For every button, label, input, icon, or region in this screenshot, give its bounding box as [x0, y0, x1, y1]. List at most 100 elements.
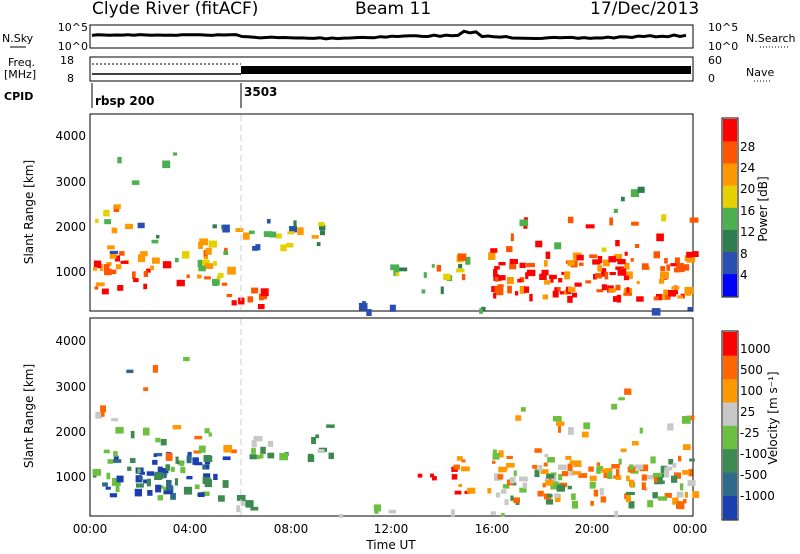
power-cell-146	[593, 274, 597, 280]
velocity-cell-213	[513, 497, 520, 504]
velocity-cell-267	[632, 441, 639, 446]
velocity-cell-150	[546, 499, 554, 505]
velocity-cell-111	[328, 452, 334, 459]
power-cell-196	[526, 262, 535, 268]
velocity-cell-9	[105, 486, 111, 490]
velocity-cell-239	[600, 496, 607, 503]
velocity-cell-158	[532, 464, 538, 469]
velocity-cell-82	[223, 445, 232, 453]
velocity-cell-240	[689, 458, 695, 462]
velocity-cell-134	[453, 464, 460, 470]
power-cell-226	[567, 260, 575, 266]
power-cell-218	[630, 258, 634, 262]
power-cell-71	[319, 224, 326, 231]
velocity-cell-132	[458, 484, 462, 487]
power-cell-86	[289, 226, 297, 233]
power-cell-269	[630, 189, 640, 197]
velocity-cell-228	[625, 494, 631, 503]
station-title: Clyde River (fitACF)	[92, 0, 258, 19]
velocity-cell-54	[197, 492, 205, 497]
velocity-cell-34	[165, 464, 171, 471]
velocity-cell-33	[157, 466, 163, 475]
power-cell-77	[319, 230, 325, 236]
power-cell-24	[119, 251, 125, 256]
velocity-cell-127	[461, 459, 466, 463]
power-cell-204	[552, 290, 559, 298]
velocity-cell-44	[201, 491, 210, 496]
cpid-label: CPID	[4, 90, 33, 103]
power-cell-219	[601, 269, 606, 277]
velocity-cell-224	[522, 482, 528, 489]
xtick-1600: 16:00	[475, 522, 510, 536]
velocity-cell-103	[267, 452, 275, 459]
power-cbar-tick-4: 4	[740, 268, 748, 282]
power-cell-243	[617, 259, 626, 265]
velocity-cell-171	[634, 464, 644, 470]
velocity-cell-156	[599, 488, 604, 496]
velocity-cell-255	[683, 499, 687, 504]
velocity-cell-74	[166, 485, 174, 493]
power-cell-69	[212, 224, 217, 229]
power-cell-249	[656, 233, 664, 242]
vel-cbar-tick-25: 25	[740, 405, 755, 419]
velocity-cell-59	[157, 495, 164, 501]
beam-title: Beam 11	[355, 0, 431, 19]
power-cell-57	[111, 227, 118, 234]
velocity-cell-43	[111, 478, 121, 486]
velocity-cell-83	[204, 428, 210, 434]
xtick-0400: 04:00	[173, 522, 208, 536]
velocity-cell-146	[537, 490, 544, 497]
power-cell-184	[673, 267, 681, 273]
cpid-segment-0: rbsp 200	[95, 94, 154, 108]
power-cell-55	[199, 238, 209, 246]
power-cell-205	[509, 259, 518, 264]
velocity-cell-191	[593, 489, 599, 497]
velocity-cell-11	[163, 473, 167, 479]
power-cell-273	[479, 308, 483, 314]
power-cell-68	[125, 223, 133, 230]
power-cell-74	[263, 231, 273, 237]
power-cell-80	[316, 242, 321, 247]
velocity-cell-81	[103, 449, 110, 454]
velocity-cell-104	[326, 424, 335, 428]
velocity-cell-275	[492, 453, 500, 460]
power-cell-199	[564, 271, 571, 280]
power-cell-188	[597, 265, 603, 272]
velocity-cell-117	[236, 505, 241, 513]
power-cell-129	[567, 295, 573, 303]
power-cell-70	[242, 232, 250, 240]
velocity-cell-161	[589, 475, 597, 481]
velocity-cell-121	[152, 365, 158, 373]
velocity-cell-31	[109, 493, 118, 498]
power-cell-174	[641, 263, 649, 270]
power-cell-231	[524, 286, 530, 293]
power-cell-45	[197, 259, 202, 268]
power-cell-22	[143, 271, 148, 277]
velocity-cell-245	[672, 462, 677, 468]
power-cell-216	[527, 269, 536, 277]
velocity-cell-284	[520, 407, 526, 412]
power-cell-52	[150, 265, 154, 271]
velocity-cell-230	[647, 500, 654, 508]
power-cell-59	[151, 239, 159, 244]
power-cell-118	[458, 263, 463, 269]
velocity-colorbar-band-4	[723, 402, 737, 426]
power-cell-115	[431, 264, 435, 268]
power-cell-3	[99, 263, 103, 271]
velocity-cell-0	[127, 466, 132, 471]
power-cell-187	[684, 255, 691, 262]
velocity-cell-262	[641, 482, 646, 490]
velocity-cell-182	[506, 455, 513, 459]
power-cell-256	[490, 248, 498, 253]
power-cell-194	[529, 293, 533, 302]
power-yticks: 4000 3000 2000 1000	[55, 129, 86, 279]
noise-panel-frame	[89, 24, 694, 49]
power-cell-253	[609, 217, 613, 226]
nsky-tick-top: 10^5	[58, 21, 88, 34]
power-cell-251	[510, 233, 514, 242]
power-cell-44	[197, 274, 202, 279]
freq-trace-b	[241, 66, 691, 74]
velocity-cell-79	[230, 449, 237, 454]
power-cell-7	[133, 278, 139, 283]
velocity-cell-86	[198, 445, 206, 453]
